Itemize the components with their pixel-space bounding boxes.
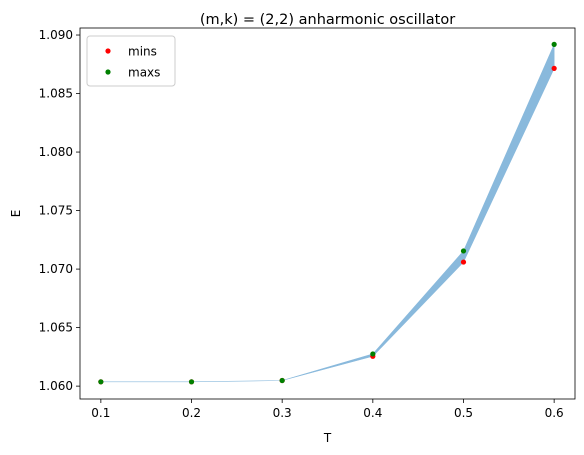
band-area <box>100 44 555 383</box>
point-maxs <box>188 379 195 385</box>
point-mins <box>551 65 557 71</box>
legend: mins maxs <box>86 35 176 87</box>
chart-title: (m,k) = (2,2) anharmonic oscillator <box>200 12 455 28</box>
x-tick-label: 0.2 <box>182 406 201 420</box>
y-tick-label: 1.075 <box>39 204 73 218</box>
x-tick-label: 0.3 <box>273 406 292 420</box>
band-layer <box>100 44 555 383</box>
y-axis-label: E <box>9 210 23 218</box>
point-maxs <box>551 41 557 47</box>
legend-marker-mins <box>105 48 111 54</box>
y-axis: 1.060 1.065 1.070 1.075 1.080 1.085 1.090 <box>39 28 80 393</box>
y-tick-label: 1.085 <box>39 87 73 101</box>
point-maxs <box>279 377 285 384</box>
point-maxs <box>460 248 467 254</box>
legend-label-mins: mins <box>128 45 157 59</box>
y-tick-label: 1.070 <box>39 262 73 276</box>
y-tick-label: 1.060 <box>39 379 73 393</box>
point-mins <box>460 259 467 265</box>
x-tick-label: 0.4 <box>363 406 382 420</box>
y-tick-label: 1.090 <box>39 28 73 42</box>
x-tick-label: 0.5 <box>454 406 473 420</box>
y-tick-label: 1.065 <box>39 321 73 335</box>
legend-label-maxs: maxs <box>128 66 160 80</box>
x-tick-label: 0.6 <box>545 406 564 420</box>
x-axis: 0.1 0.2 0.3 0.4 0.5 0.6 <box>91 399 564 420</box>
x-axis-label: T <box>323 431 332 445</box>
point-maxs <box>98 379 104 385</box>
legend-marker-maxs <box>105 69 111 75</box>
y-tick-label: 1.080 <box>39 145 73 159</box>
x-tick-label: 0.1 <box>91 406 110 420</box>
points-layer <box>98 41 557 385</box>
plot-frame <box>79 27 576 400</box>
point-maxs <box>370 351 376 357</box>
